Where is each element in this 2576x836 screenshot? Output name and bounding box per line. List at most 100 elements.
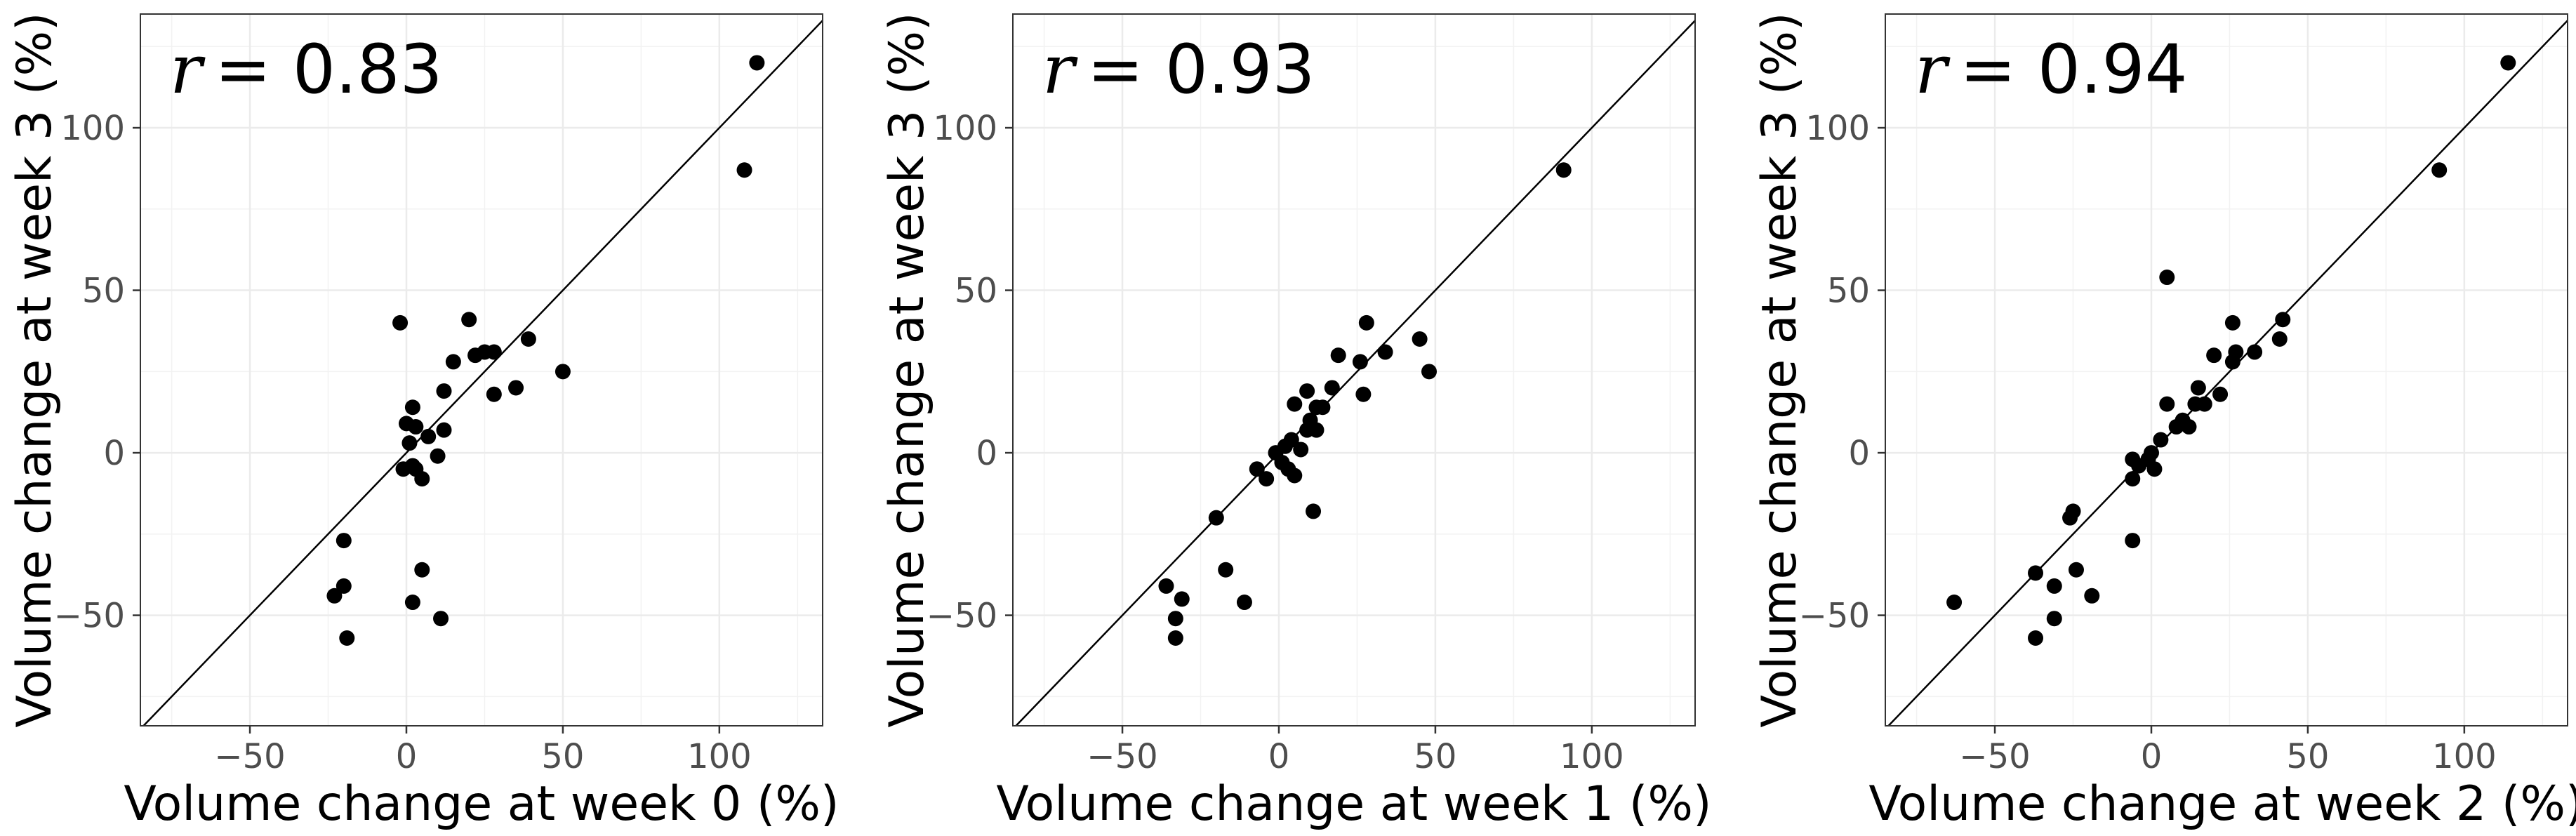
data-point: [2500, 55, 2516, 71]
data-point: [1249, 461, 1265, 477]
correlation-symbol: r: [1915, 30, 1951, 109]
data-point: [2028, 565, 2044, 581]
data-point: [1306, 503, 1322, 519]
data-point: [2125, 471, 2141, 487]
data-point: [749, 55, 765, 71]
data-point: [2212, 386, 2229, 402]
y-tick-label: 0: [103, 434, 125, 473]
data-point: [1946, 595, 1963, 611]
data-point: [414, 562, 430, 578]
gridlines: [1013, 14, 1695, 726]
data-point: [1555, 162, 1572, 178]
data-point: [486, 344, 502, 360]
plot-background: [1013, 14, 1695, 726]
y-tick-label: −50: [54, 597, 125, 636]
y-tick-label: 100: [60, 109, 125, 148]
data-point: [2046, 578, 2062, 594]
correlation-annotation: r = 0.94: [1915, 30, 2188, 109]
correlation-value: = 0.94: [1960, 30, 2188, 109]
y-axis-title: Volume change at week 3 (%): [7, 12, 62, 727]
x-tick-label: 50: [2286, 737, 2329, 776]
correlation-value: = 0.83: [215, 30, 443, 109]
data-point: [2196, 396, 2212, 412]
data-point: [2168, 419, 2184, 435]
data-point: [1358, 314, 1374, 331]
data-point: [339, 630, 355, 646]
x-axis-title: Volume change at week 0 (%): [124, 776, 839, 832]
data-point: [1158, 578, 1174, 594]
plot-background: [1885, 14, 2568, 726]
data-point: [2159, 270, 2175, 286]
data-point: [1299, 383, 1315, 399]
data-point: [1330, 347, 1346, 364]
data-point: [1287, 396, 1303, 412]
y-tick-label: 100: [1805, 109, 1870, 148]
data-point: [1174, 591, 1190, 607]
data-point: [555, 364, 571, 380]
data-point: [2153, 432, 2169, 448]
y-tick-label: 50: [1827, 272, 1870, 311]
identity-line: [142, 20, 823, 726]
y-tick-label: 0: [1848, 434, 1870, 473]
data-point: [392, 314, 409, 331]
data-point: [1236, 595, 1252, 611]
data-point: [1355, 386, 1372, 402]
data-point: [2224, 314, 2240, 331]
x-tick-label: 0: [1268, 737, 1290, 776]
data-point: [2431, 162, 2448, 178]
data-point: [1259, 471, 1275, 487]
x-tick-label: 0: [396, 737, 418, 776]
data-point: [2062, 510, 2078, 526]
data-point: [2084, 588, 2100, 604]
data-point: [2190, 380, 2206, 396]
data-point: [1287, 467, 1303, 484]
data-point: [326, 588, 343, 604]
data-point: [1315, 399, 1331, 416]
y-tick-label: 50: [82, 272, 125, 311]
correlation-value: = 0.93: [1087, 30, 1315, 109]
gridlines: [1885, 14, 2568, 726]
data-point: [2046, 611, 2062, 627]
data-point: [1208, 510, 1224, 526]
data-point: [420, 428, 437, 444]
y-tick-label: −50: [927, 597, 997, 636]
data-point: [336, 578, 352, 594]
y-axis-title: Volume change at week 3 (%): [1752, 12, 1807, 727]
data-point: [486, 386, 502, 402]
data-point: [1167, 630, 1183, 646]
data-point: [2181, 419, 2197, 435]
data-point: [2206, 347, 2222, 364]
data-point: [436, 383, 452, 399]
data-point: [508, 380, 524, 396]
data-point: [736, 162, 752, 178]
data-point: [401, 435, 418, 451]
x-axis-title: Volume change at week 2 (%): [1868, 776, 2576, 832]
correlation-symbol: r: [1042, 30, 1078, 109]
x-tick-label: 100: [1560, 737, 1624, 776]
correlation-annotation: r = 0.83: [170, 30, 443, 109]
data-point: [2028, 630, 2044, 646]
data-point: [2159, 396, 2175, 412]
x-tick-label: 100: [2432, 737, 2497, 776]
data-point: [1167, 611, 1183, 627]
data-point: [398, 416, 414, 432]
panel-border: [140, 13, 823, 726]
data-point: [2224, 354, 2240, 370]
data-point: [436, 422, 452, 438]
correlation-symbol: r: [170, 30, 206, 109]
data-point: [404, 595, 420, 611]
data-point: [2271, 331, 2288, 347]
data-point: [1324, 380, 1340, 396]
data-point: [1421, 364, 1438, 380]
y-tick-label: −50: [1799, 597, 1870, 636]
x-tick-label: −50: [1959, 737, 2030, 776]
x-axis-title: Volume change at week 1 (%): [996, 776, 1711, 832]
data-point: [2125, 451, 2141, 467]
y-tick-label: 100: [933, 109, 997, 148]
data-point: [1352, 354, 1368, 370]
data-point: [1293, 442, 1309, 458]
panel-border: [1885, 13, 2568, 726]
y-tick-label: 50: [955, 272, 997, 311]
